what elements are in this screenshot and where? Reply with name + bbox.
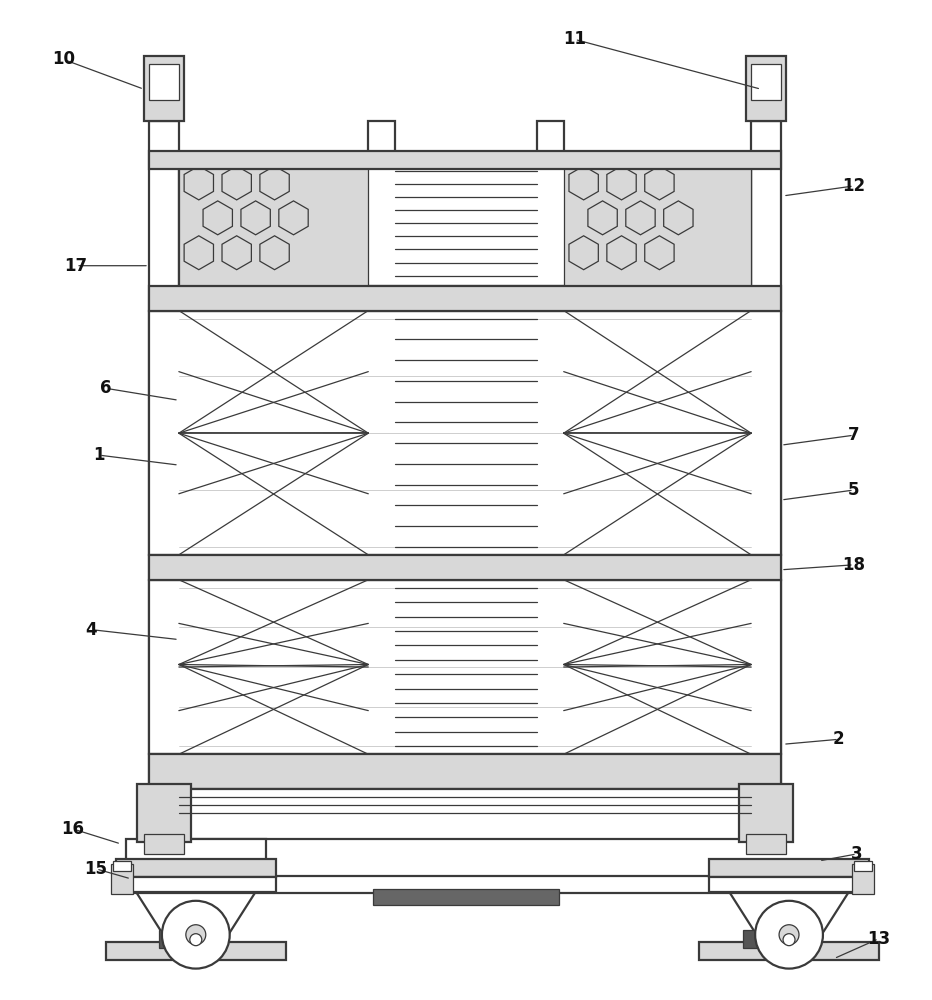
Text: 2: 2 (833, 730, 844, 748)
Bar (144, 834, 184, 854)
Bar (116, 877, 276, 892)
Circle shape (185, 925, 206, 945)
Bar (854, 861, 871, 871)
Bar (149, 580, 781, 754)
Bar (374, 889, 558, 905)
Text: 15: 15 (85, 860, 107, 878)
Bar (106, 942, 285, 960)
Bar (537, 121, 564, 789)
Circle shape (190, 934, 202, 946)
Bar (126, 839, 266, 864)
Text: 7: 7 (848, 426, 859, 444)
Bar (149, 754, 781, 789)
Text: 17: 17 (64, 257, 88, 275)
Bar (751, 121, 781, 789)
Bar (144, 56, 184, 121)
Bar (368, 121, 395, 789)
Text: 11: 11 (563, 30, 586, 48)
Text: 5: 5 (848, 481, 859, 499)
Bar (149, 311, 781, 555)
Circle shape (162, 901, 229, 969)
Bar (149, 555, 781, 580)
Bar (179, 161, 751, 286)
Bar (159, 930, 224, 948)
Bar (179, 161, 368, 286)
Bar (149, 151, 781, 169)
Bar (699, 942, 879, 960)
Bar (116, 876, 869, 893)
Bar (116, 859, 276, 877)
Text: 10: 10 (51, 50, 75, 68)
Text: 4: 4 (86, 621, 97, 639)
Bar (149, 286, 781, 311)
Bar (709, 859, 869, 877)
Bar (709, 877, 869, 892)
Bar (149, 121, 179, 789)
Bar (111, 864, 133, 894)
Text: 3: 3 (851, 845, 863, 863)
Text: 18: 18 (843, 556, 865, 574)
Bar (564, 161, 751, 286)
Text: 6: 6 (101, 379, 112, 397)
Text: 13: 13 (867, 930, 890, 948)
Bar (747, 56, 786, 121)
Bar (739, 784, 793, 842)
Bar (113, 861, 131, 871)
Bar (137, 784, 191, 842)
Bar (139, 789, 791, 839)
Text: 16: 16 (62, 820, 85, 838)
Text: 12: 12 (843, 177, 866, 195)
Bar (852, 864, 874, 894)
Bar (743, 930, 808, 948)
Circle shape (783, 934, 795, 946)
Text: 1: 1 (93, 446, 104, 464)
Bar (747, 834, 786, 854)
Circle shape (779, 925, 799, 945)
Circle shape (755, 901, 823, 969)
Bar (149, 64, 179, 100)
Bar (751, 64, 781, 100)
